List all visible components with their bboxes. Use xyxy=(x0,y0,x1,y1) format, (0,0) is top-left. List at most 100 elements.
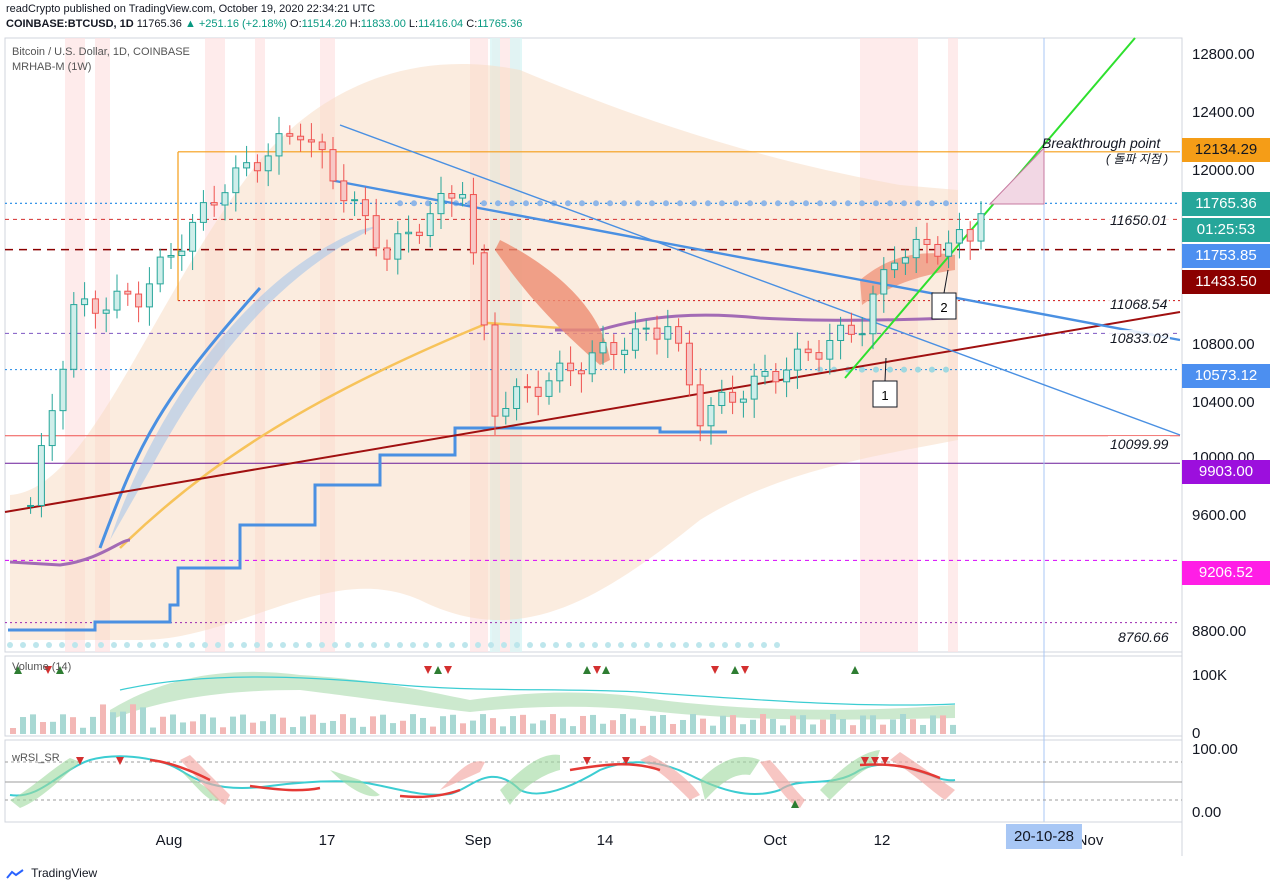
level-dot xyxy=(537,200,543,207)
level-dot xyxy=(775,200,781,207)
x-tick: Aug xyxy=(155,832,183,849)
level-dot xyxy=(670,642,676,648)
rsi-pane-label[interactable]: wRSI_SR xyxy=(12,752,60,764)
level-dot xyxy=(488,642,494,648)
rsi-signal-marker xyxy=(881,757,889,765)
volume-bar xyxy=(460,723,466,734)
candle-body xyxy=(178,250,186,257)
candle-body xyxy=(307,139,315,143)
level-dot xyxy=(605,642,611,648)
level-dot xyxy=(735,642,741,648)
volume-bar xyxy=(290,727,296,734)
rsi-signal-marker xyxy=(76,757,84,765)
candle-body xyxy=(880,269,888,295)
x-tick: Oct xyxy=(763,832,787,849)
volume-bar xyxy=(850,725,856,734)
price-tag-blue: 11753.85 xyxy=(1182,244,1270,268)
level-dot xyxy=(635,200,641,207)
candle-body xyxy=(783,369,791,383)
tradingview-footer[interactable]: TradingView xyxy=(6,866,97,880)
open-label: O: xyxy=(290,18,302,30)
breakthrough-label-korean: ( 돌파 지점 ) xyxy=(1106,152,1169,166)
rsi-signal-marker xyxy=(861,757,869,765)
volume-pane-label[interactable]: Volume (14) xyxy=(12,661,72,673)
x-tick: 14 xyxy=(596,832,614,849)
candle-body xyxy=(318,141,326,151)
candle-body xyxy=(167,255,175,258)
candle-body xyxy=(48,410,56,447)
candle-body xyxy=(394,233,402,260)
level-dot xyxy=(873,366,879,373)
volume-bar xyxy=(890,719,896,734)
volume-bar xyxy=(570,726,576,734)
level-dot xyxy=(481,200,487,207)
candle-body xyxy=(275,133,283,157)
volume-bar xyxy=(610,720,616,734)
candle-body xyxy=(523,386,531,389)
volume-bar xyxy=(350,717,356,734)
volume-bar xyxy=(200,714,206,734)
candle-body xyxy=(81,298,89,306)
candle-body xyxy=(469,194,477,254)
volume-bar xyxy=(480,714,486,734)
candle-body xyxy=(664,326,672,340)
volume-bar xyxy=(500,726,506,734)
ohlc-header: COINBASE:BTCUSD, 1D 11765.36 ▲ +251.16 (… xyxy=(6,18,522,30)
volume-bar xyxy=(70,717,76,734)
level-dot xyxy=(150,642,156,648)
candle-body xyxy=(847,324,855,335)
volume-tick: 100K xyxy=(1192,667,1228,684)
indicator-label[interactable]: MRHAB-M (1W) xyxy=(12,61,92,73)
candle-body xyxy=(718,391,726,407)
candle-body xyxy=(599,342,607,354)
candle-body xyxy=(815,352,823,360)
candle-body xyxy=(361,199,369,217)
level-dot xyxy=(579,642,585,648)
level-dot xyxy=(449,642,455,648)
x-tick: 17 xyxy=(318,832,336,849)
signal-marker xyxy=(731,666,739,674)
level-dot xyxy=(859,200,865,207)
level-dot xyxy=(527,642,533,648)
candle-body xyxy=(513,386,521,410)
candle-body xyxy=(750,375,758,400)
candle-body xyxy=(556,362,564,382)
level-dot xyxy=(817,366,823,373)
price-tick: 12000.00 xyxy=(1192,162,1255,179)
volume-bar xyxy=(280,717,286,734)
price-tag-support: 10573.12 xyxy=(1182,364,1270,388)
close-label: C: xyxy=(466,18,478,30)
level-dot xyxy=(733,200,739,207)
candle-body xyxy=(102,309,110,314)
volume-bar xyxy=(680,719,686,734)
volume-bar xyxy=(130,704,136,734)
level-dot xyxy=(803,200,809,207)
candle-body xyxy=(135,293,143,308)
level-dot xyxy=(747,200,753,207)
candle-body xyxy=(675,326,683,344)
breakthrough-label: Breakthrough point xyxy=(1042,135,1161,151)
level-dot xyxy=(901,366,907,373)
level-dot xyxy=(677,200,683,207)
volume-bar xyxy=(100,704,106,734)
volume-bar xyxy=(790,715,796,734)
level-dot xyxy=(397,642,403,648)
volume-bar xyxy=(800,715,806,734)
tradingview-logo-icon xyxy=(6,869,24,879)
level-dot xyxy=(345,642,351,648)
candle-body xyxy=(923,238,931,245)
level-label: 8760.66 xyxy=(1116,629,1171,645)
price-tick: 8800.00 xyxy=(1192,623,1247,640)
level-dot xyxy=(761,642,767,648)
level-label: 10099.99 xyxy=(1108,436,1171,452)
volume-bar xyxy=(520,714,526,734)
volume-bar xyxy=(700,718,706,734)
level-dot xyxy=(553,642,559,648)
level-dot xyxy=(254,642,260,648)
price-tick: 12800.00 xyxy=(1192,46,1255,63)
level-dot xyxy=(761,200,767,207)
level-dot xyxy=(887,366,893,373)
level-dot xyxy=(929,200,935,207)
level-dot xyxy=(189,642,195,648)
